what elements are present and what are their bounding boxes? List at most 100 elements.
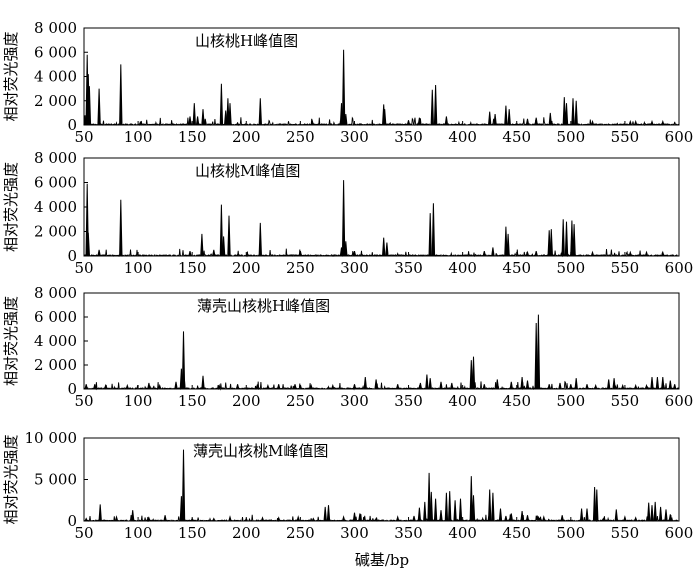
- peak-mark: [244, 517, 248, 522]
- peak-mark: [506, 233, 510, 257]
- peak-mark: [509, 513, 513, 522]
- peak-mark: [431, 203, 436, 257]
- peak-mark: [352, 250, 357, 257]
- peak-mark: [564, 221, 569, 257]
- peak-mark: [331, 383, 335, 390]
- x-tick-label: 150: [178, 392, 207, 410]
- peak-mark: [201, 109, 205, 126]
- peak-mark: [534, 117, 538, 126]
- peak-mark: [469, 360, 473, 390]
- y-tick-label: 0: [67, 247, 77, 265]
- panel-frame-2: [83, 157, 680, 257]
- peak-mark: [188, 250, 192, 257]
- peak-mark: [525, 380, 530, 390]
- peak-mark: [585, 384, 589, 390]
- peak-mark: [634, 516, 638, 522]
- peak-mark: [84, 517, 88, 522]
- peak-mark: [658, 506, 663, 522]
- peak-mark: [425, 374, 429, 390]
- peak-mark: [491, 247, 495, 257]
- peak-mark: [509, 381, 513, 390]
- peak-mark: [507, 109, 511, 126]
- peak-mark: [200, 233, 204, 257]
- y-tick-label: 4 000: [34, 68, 77, 86]
- x-tick-label: 200: [232, 259, 261, 277]
- baseline-signal-4: [83, 514, 680, 523]
- peak-mark: [504, 515, 508, 522]
- peak-mark: [491, 492, 495, 522]
- peak-mark: [190, 517, 194, 522]
- peak-mark: [444, 492, 449, 522]
- x-tick-label: 550: [611, 392, 640, 410]
- peak-mark: [406, 120, 411, 126]
- y-tick-label: 0: [67, 116, 77, 134]
- peak-mark: [579, 508, 584, 522]
- x-tick-label: 600: [665, 392, 694, 410]
- x-tick-label: 550: [611, 128, 640, 146]
- peak-mark: [201, 375, 205, 390]
- peak-mark: [385, 242, 389, 257]
- peak-mark: [585, 508, 589, 522]
- peak-mark: [344, 241, 348, 257]
- y-axis-label: 相对荧光强度: [2, 31, 20, 121]
- x-tick-label: 250: [286, 128, 315, 146]
- x-tick-label: 400: [448, 524, 477, 542]
- peak-mark: [488, 489, 492, 522]
- peak-mark: [534, 250, 538, 257]
- peak-mark: [653, 501, 657, 522]
- peak-mark: [614, 509, 618, 522]
- y-tick-label: 8 000: [34, 284, 77, 302]
- baseline-signal-3: [83, 380, 680, 391]
- peak-mark: [363, 376, 367, 390]
- peak-mark: [203, 118, 207, 126]
- x-tick-label: 150: [178, 524, 207, 542]
- x-tick-label: 150: [178, 128, 207, 146]
- peak-mark: [158, 383, 162, 390]
- x-tick-label: 500: [556, 524, 585, 542]
- peak-mark: [86, 232, 90, 257]
- peak-mark: [453, 500, 457, 522]
- peak-mark: [103, 383, 108, 390]
- peak-mark: [429, 491, 433, 522]
- x-tick-label: 50: [74, 128, 93, 146]
- y-tick-label: 5 000: [34, 471, 77, 489]
- peak-mark: [258, 98, 262, 126]
- peak-mark: [258, 222, 262, 257]
- peak-mark: [673, 384, 677, 390]
- x-tick-label: 200: [232, 392, 261, 410]
- peak-mark: [277, 516, 281, 522]
- peak-mark: [607, 379, 611, 390]
- panel-title: 薄壳山核桃H峰值图: [197, 297, 330, 315]
- peak-mark: [458, 498, 463, 522]
- y-tick-label: 2 000: [34, 92, 77, 110]
- peak-mark: [444, 116, 449, 126]
- panel-title: 山核桃M峰值图: [195, 162, 300, 180]
- y-tick-label: 0: [67, 380, 77, 398]
- peak-mark: [650, 376, 654, 390]
- peak-mark: [428, 378, 432, 390]
- peak-mark: [277, 384, 281, 390]
- x-tick-label: 100: [124, 524, 153, 542]
- x-tick-label: 50: [74, 524, 93, 542]
- peak-mark: [561, 219, 565, 257]
- peak-mark: [668, 380, 672, 390]
- peak-mark: [228, 103, 232, 126]
- peak-mark: [634, 119, 638, 126]
- peak-mark: [221, 236, 226, 257]
- peak-mark: [266, 383, 270, 390]
- peak-mark: [326, 505, 331, 522]
- peak-mark: [311, 517, 315, 522]
- peak-mark: [309, 383, 313, 390]
- peak-mark: [536, 314, 541, 390]
- y-tick-label: 8 000: [34, 19, 77, 37]
- peak-mark: [228, 515, 232, 522]
- peak-mark: [661, 250, 665, 257]
- peak-mark: [293, 384, 297, 390]
- x-tick-label: 350: [394, 392, 423, 410]
- x-tick-label: 100: [124, 392, 153, 410]
- peak-mark: [471, 356, 476, 390]
- peak-mark: [341, 515, 346, 522]
- peak-mark: [661, 119, 665, 126]
- peak-mark: [174, 381, 178, 390]
